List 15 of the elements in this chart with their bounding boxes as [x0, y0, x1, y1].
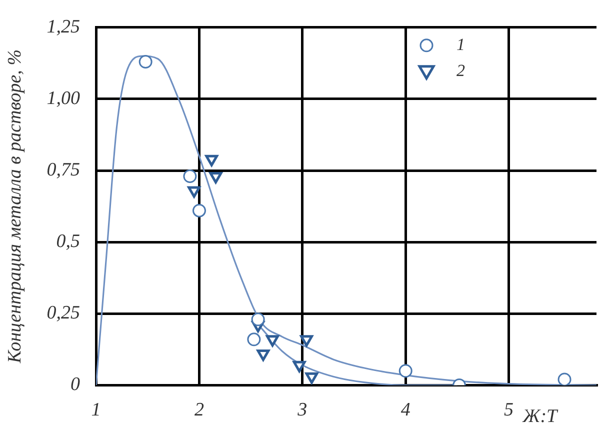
- y-tick-label: 1,00: [46, 88, 81, 109]
- legend-label: 2: [456, 60, 466, 80]
- x-axis-title: Ж:Т: [522, 406, 559, 428]
- y-tick-label: 0,5: [56, 231, 80, 252]
- x-tick-label: 5: [504, 400, 514, 421]
- y-tick-label: 0,75: [46, 160, 80, 181]
- x-tick-label: 4: [400, 400, 411, 421]
- y-axis-title: Концентрация металла в растворе, %: [4, 49, 26, 364]
- legend-label: 1: [456, 34, 465, 54]
- y-tick-label: 0: [70, 374, 81, 396]
- y-tick-label: 1,25: [46, 16, 80, 38]
- x-tick-label: 3: [296, 400, 308, 421]
- x-tick-label: 1: [91, 400, 101, 421]
- x-tick-label: 2: [194, 400, 204, 421]
- y-tick-label: 0,25: [46, 302, 80, 324]
